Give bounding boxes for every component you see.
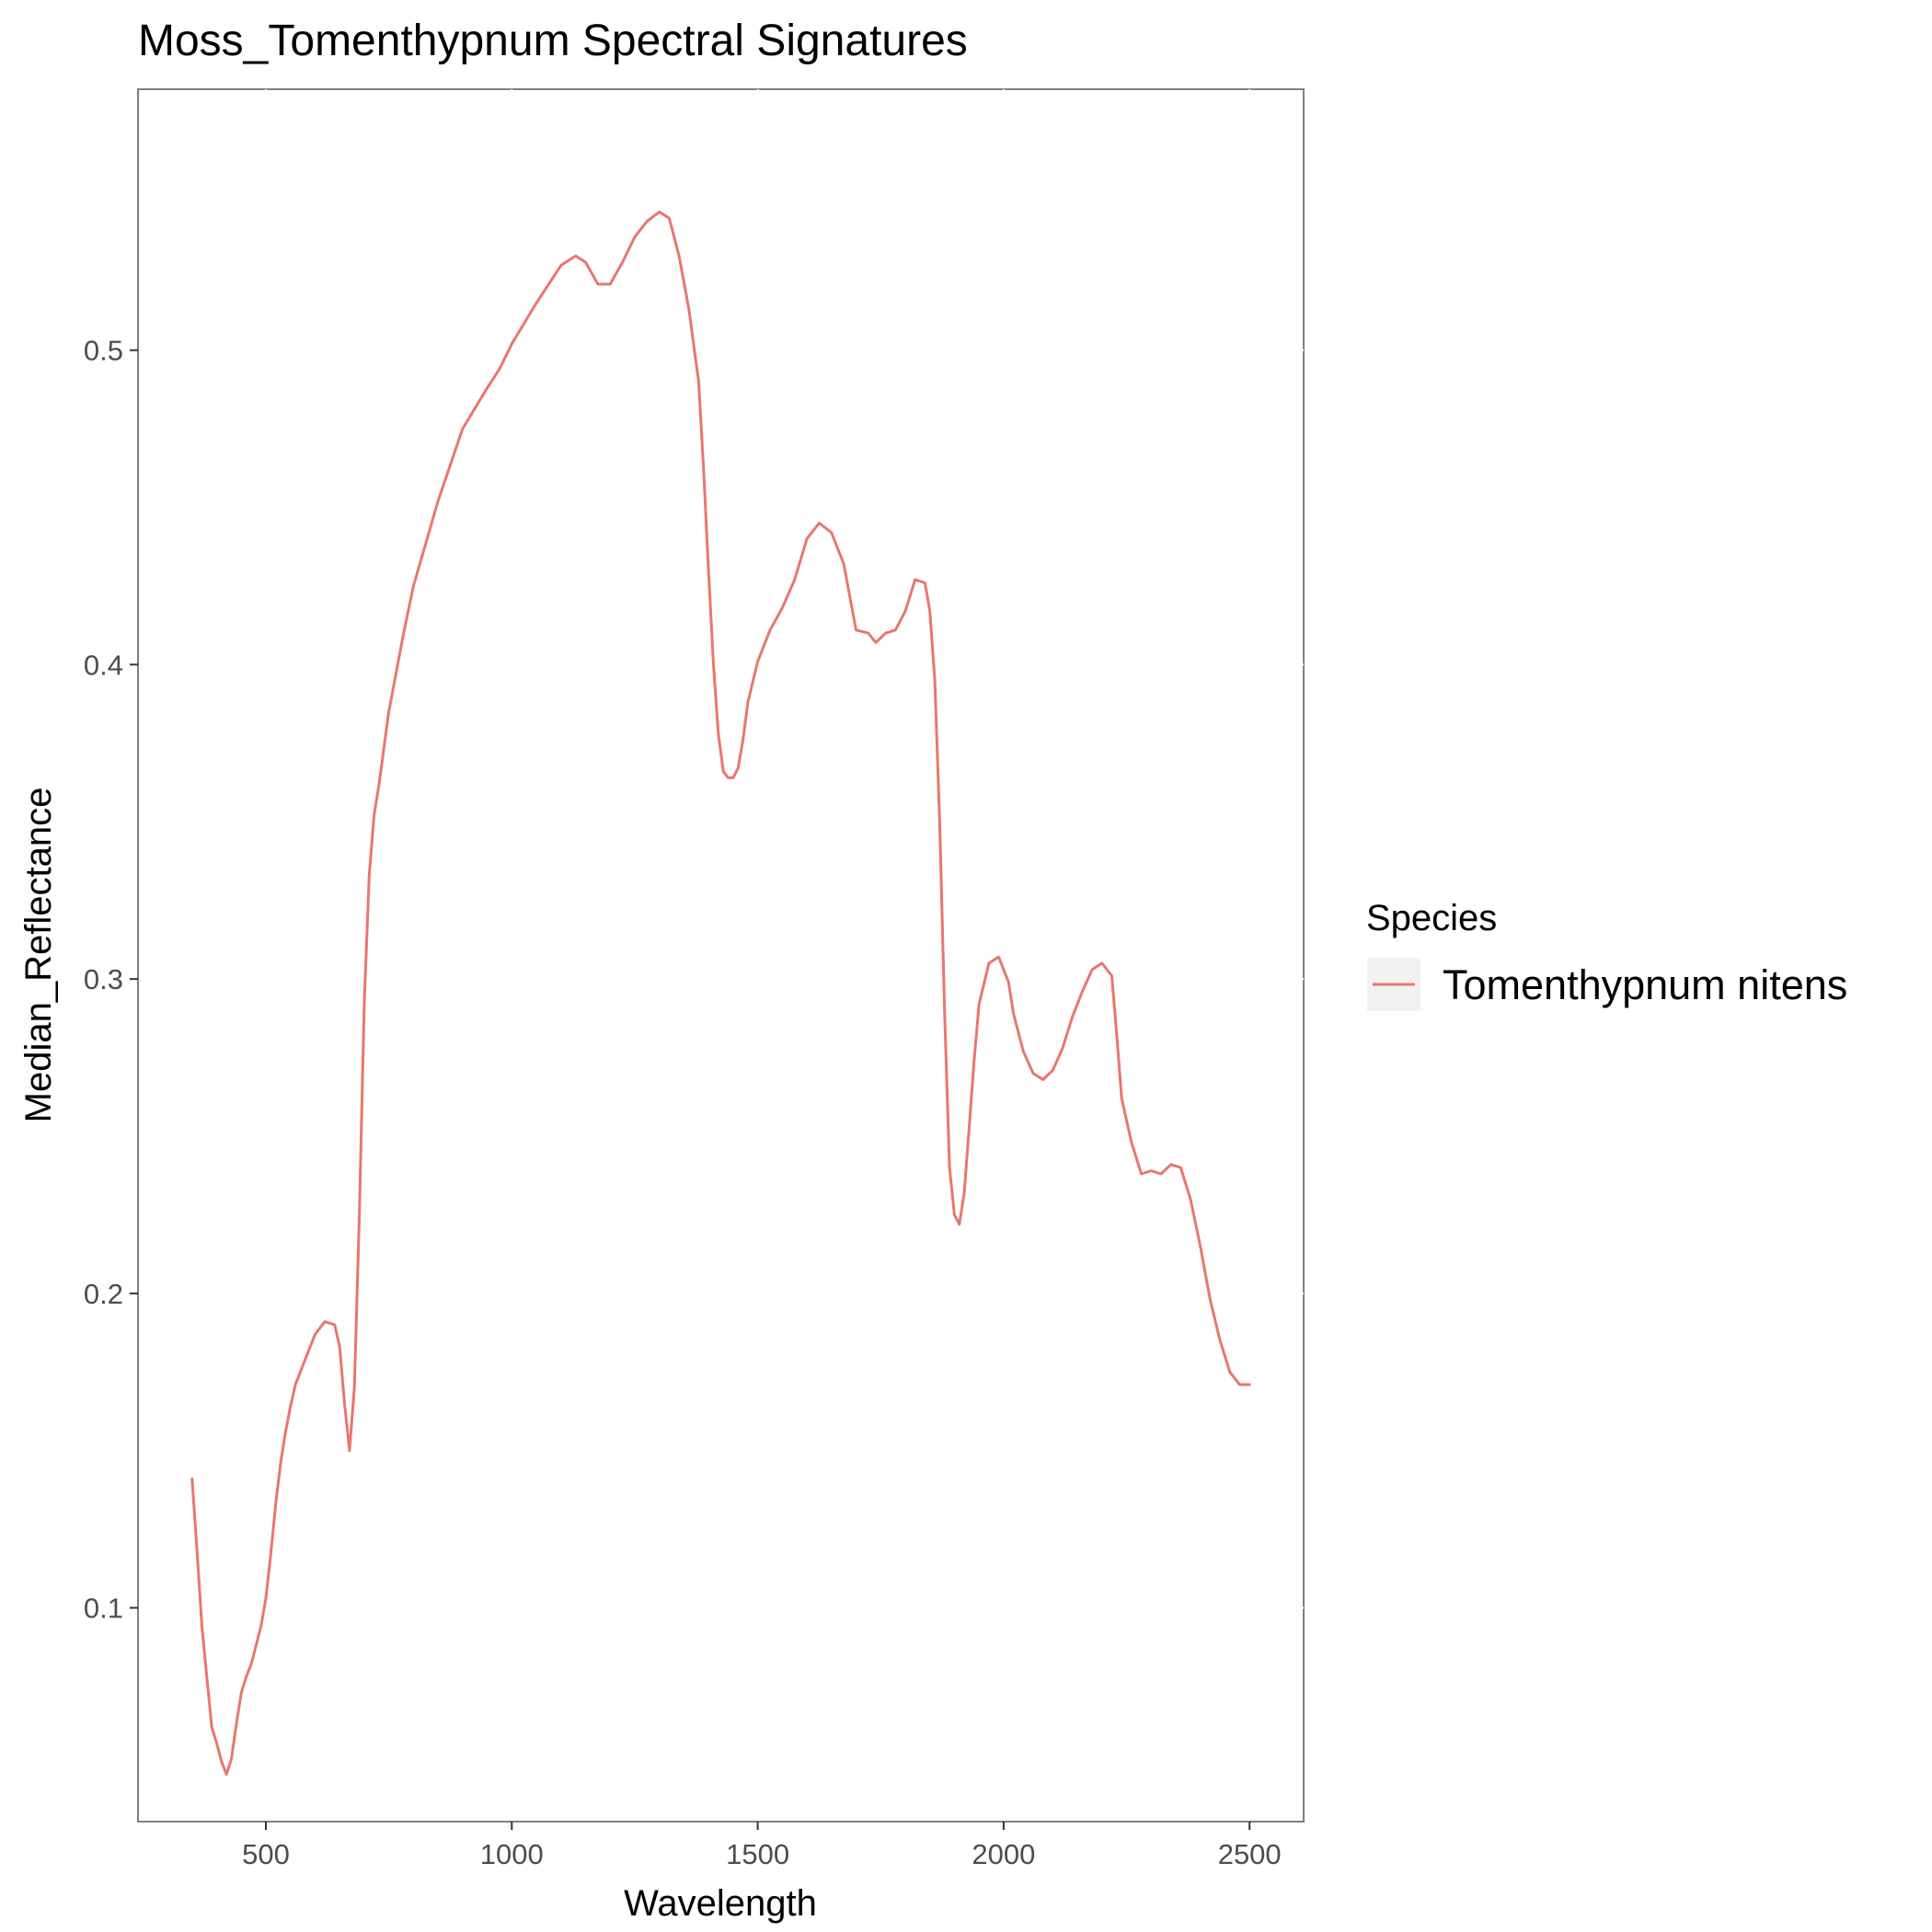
x-axis-ticks: 500 1000 1500 2000 2500 bbox=[242, 89, 1282, 1870]
y-tick-label: 0.1 bbox=[84, 1593, 123, 1625]
legend: Species Tomenthypnum nitens bbox=[1366, 898, 1847, 1011]
chart-title: Moss_Tomenthypnum Spectral Signatures bbox=[138, 17, 968, 65]
x-tick-label: 1000 bbox=[480, 1838, 544, 1870]
y-tick-label: 0.3 bbox=[84, 963, 123, 995]
y-tick-label: 0.5 bbox=[84, 335, 123, 367]
x-tick-label: 2500 bbox=[1218, 1838, 1282, 1870]
legend-title: Species bbox=[1366, 898, 1497, 938]
y-axis-ticks: 0.1 0.2 0.3 0.4 0.5 bbox=[84, 335, 1304, 1625]
x-tick-label: 500 bbox=[242, 1838, 290, 1870]
series-line-tomenthypnum-nitens bbox=[190, 210, 1251, 1777]
plot-panel bbox=[137, 88, 1305, 1823]
legend-item-label: Tomenthypnum nitens bbox=[1443, 961, 1847, 1008]
y-axis-title: Median_Reflectance bbox=[18, 788, 59, 1123]
y-tick-label: 0.2 bbox=[84, 1278, 123, 1310]
x-axis-title: Wavelength bbox=[624, 1883, 817, 1924]
x-tick-label: 2000 bbox=[972, 1838, 1035, 1870]
x-tick-label: 1500 bbox=[726, 1838, 789, 1870]
series-layer bbox=[190, 210, 1251, 1777]
y-tick-label: 0.4 bbox=[84, 649, 123, 681]
